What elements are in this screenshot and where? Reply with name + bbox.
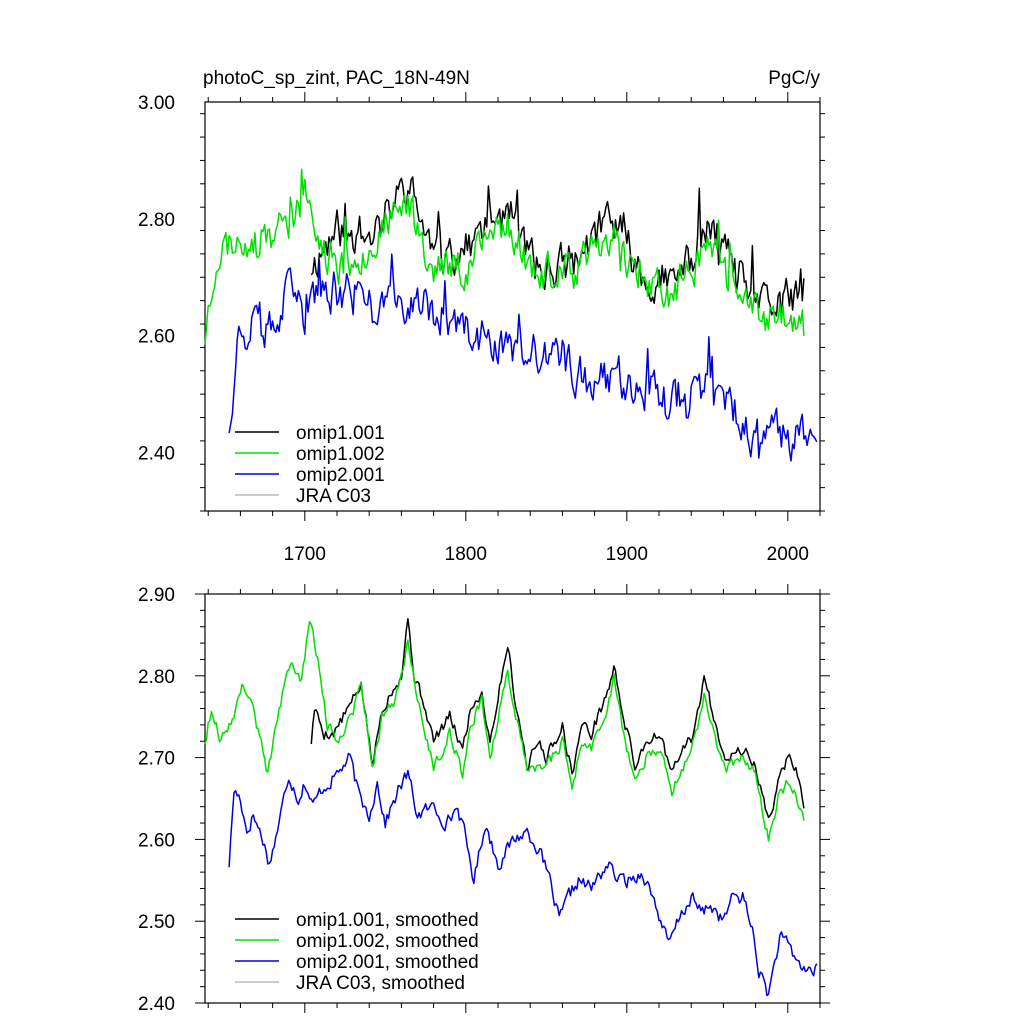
plot-frame [204, 593, 821, 1004]
x-tick-label: 1700 [284, 544, 326, 565]
series-line-omip1-002-smoothed [204, 620, 805, 842]
y-tick-label: 3.00 [138, 93, 175, 114]
x-tick-label: 2000 [767, 544, 809, 565]
legend-label: omip1.001, smoothed [296, 910, 479, 931]
y-tick-label: 2.60 [138, 327, 175, 348]
legend-label: omip2.001, smoothed [296, 952, 479, 973]
y-tick-label: 2.80 [138, 210, 175, 231]
series-line-omip2-001 [228, 253, 818, 462]
legend-label: omip2.001 [296, 465, 385, 486]
y-tick-label: 2.80 [138, 667, 175, 688]
y-tick-label: 2.50 [138, 912, 175, 933]
y-tick-label: 2.70 [138, 749, 175, 770]
y-tick-label: 2.40 [138, 444, 175, 465]
top-panel: 1700 1800 1900 2000 2.40 2.60 2.80 3.00 omip1.00… [138, 92, 825, 565]
series-line-omip1-001-smoothed [310, 618, 805, 819]
bottom-panel: 2.40 2.50 2.60 2.70 2.80 2.90 omip1.001, smoot… [138, 584, 830, 1015]
legend-label: omip1.001 [296, 423, 385, 444]
chart-title: photoC_sp_zint, PAC_18N-49N [203, 68, 470, 89]
legend-label: omip1.002, smoothed [296, 931, 479, 952]
legend-label: omip1.002 [296, 444, 385, 465]
x-tick-label: 1900 [606, 544, 648, 565]
plot-frame [204, 101, 821, 512]
series-line-omip1-002 [204, 168, 805, 345]
units-label: PgC/y [768, 68, 820, 89]
y-tick-label: 2.60 [138, 830, 175, 851]
series-line-omip2-001-smoothed [228, 752, 818, 997]
legend-label: JRA C03, smoothed [296, 973, 465, 994]
y-tick-label: 2.90 [138, 585, 175, 606]
x-tick-label: 1800 [445, 544, 487, 565]
legend-label: JRA C03 [296, 486, 371, 507]
y-tick-label: 2.40 [138, 994, 175, 1015]
